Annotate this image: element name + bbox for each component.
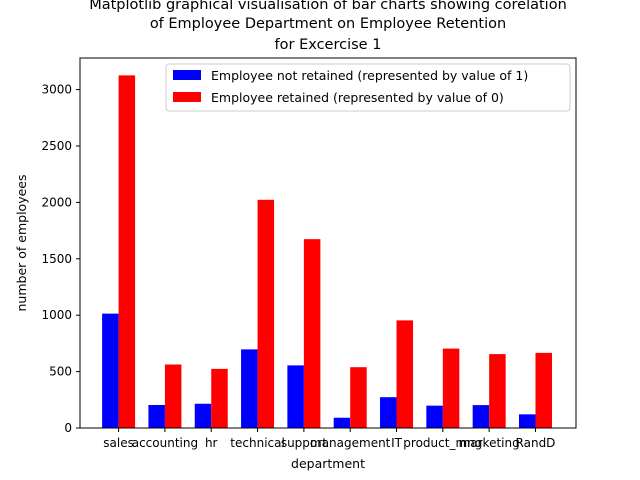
chart-title: Matplotlib graphical visualisation of ba… [89, 0, 567, 53]
bar-support-retained [303, 239, 321, 428]
bar-marketing-not-retained [472, 405, 490, 428]
bar-technical-not-retained [241, 349, 258, 429]
x-tick-label-support: support [281, 436, 327, 450]
y-tick-label-2500: 2500 [41, 139, 72, 153]
bar-sales-retained [118, 75, 136, 429]
y-tick-label-1500: 1500 [41, 252, 72, 266]
x-tick-label-management: management [310, 436, 391, 450]
bar-hr-retained [211, 368, 228, 428]
legend-swatch-retained [173, 92, 201, 102]
legend-label-not-retained: Employee not retained (represented by va… [211, 68, 528, 83]
bar-technical-retained [257, 199, 275, 428]
y-axis-ticks: 0 500 1000 1500 2000 2500 3000 [41, 83, 80, 435]
x-tick-label-accounting: accounting [132, 436, 198, 450]
y-tick-label-0: 0 [64, 421, 72, 435]
y-axis-label: number of employees [14, 175, 29, 312]
x-tick-label-RandD: RandD [516, 436, 556, 450]
bar-product_mng-not-retained [426, 405, 443, 428]
y-tick-label-500: 500 [49, 365, 72, 379]
y-tick-label-1000: 1000 [41, 308, 72, 322]
legend: Employee not retained (represented by va… [165, 63, 571, 112]
x-tick-label-IT: IT [391, 436, 403, 450]
chart-title-line-2: of Employee Department on Employee Reten… [150, 16, 506, 32]
bar-accounting-not-retained [148, 404, 165, 428]
bar-RandD-not-retained [518, 414, 536, 428]
bar-management-retained [350, 367, 367, 428]
x-tick-label-sales: sales [103, 436, 134, 450]
chart-title-line-1: Matplotlib graphical visualisation of ba… [89, 0, 567, 13]
bar-hr-not-retained [194, 403, 212, 428]
chart-title-line-3: for Excercise 1 [275, 37, 382, 53]
bar-management-not-retained [333, 417, 351, 428]
y-tick-label-3000: 3000 [41, 83, 72, 97]
bar-product_mng-retained [442, 348, 460, 428]
x-tick-label-marketing: marketing [459, 436, 520, 450]
x-axis-label: department [291, 456, 365, 471]
bar-IT-not-retained [380, 397, 397, 428]
x-tick-label-product_mng: product_mng [403, 436, 482, 450]
legend-frame [165, 63, 571, 112]
bar-IT-retained [396, 320, 414, 428]
plot-frame [79, 57, 577, 429]
legend-swatch-not-retained [173, 70, 201, 80]
x-tick-label-hr: hr [205, 436, 218, 450]
bar-marketing-retained [489, 354, 506, 428]
y-tick-label-2000: 2000 [41, 195, 72, 209]
bar-support-not-retained [287, 365, 304, 428]
bar-RandD-retained [535, 352, 552, 428]
bar-accounting-retained [164, 364, 182, 428]
bar-sales-not-retained [102, 313, 119, 428]
legend-label-retained: Employee retained (represented by value … [211, 90, 504, 105]
x-tick-label-technical: technical [230, 436, 285, 450]
bars [102, 75, 552, 429]
